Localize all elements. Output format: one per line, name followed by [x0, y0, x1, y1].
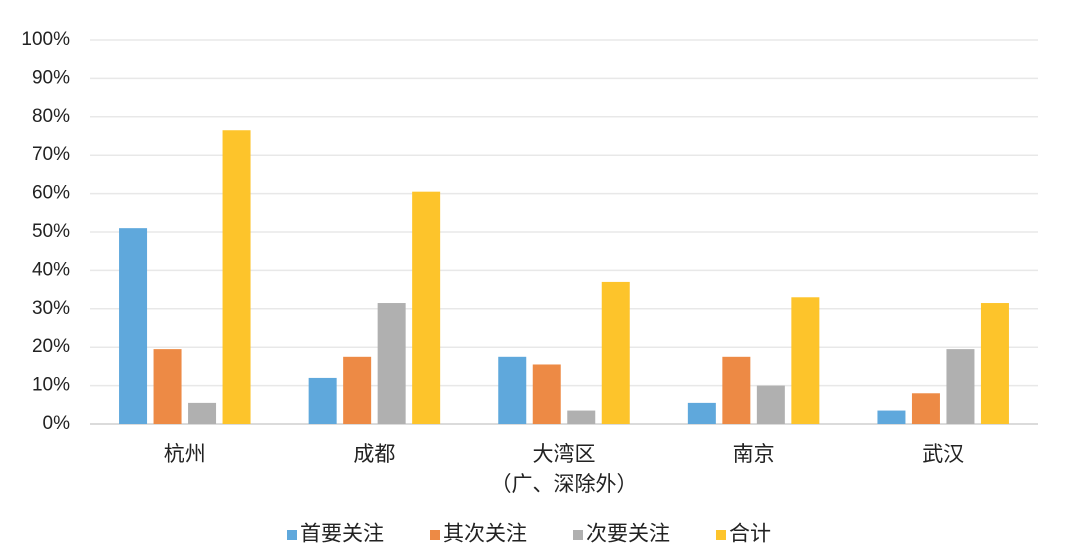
bar	[222, 130, 251, 425]
bar	[980, 303, 1009, 424]
x-tick-label: 武汉	[922, 443, 965, 466]
bar	[756, 385, 785, 424]
legend-swatch	[287, 530, 297, 540]
y-tick-label: 90%	[32, 67, 70, 88]
y-tick-label: 80%	[32, 106, 70, 127]
y-tick-label: 100%	[21, 29, 70, 50]
y-tick-label: 50%	[32, 221, 70, 242]
x-tick-label: 南京	[732, 443, 775, 466]
y-tick-label: 0%	[43, 413, 71, 434]
bar	[308, 377, 337, 424]
bar	[722, 356, 751, 424]
legend-swatch	[430, 530, 440, 540]
bar	[877, 410, 906, 424]
y-tick-label: 60%	[32, 183, 70, 204]
bar	[412, 191, 441, 424]
bar	[687, 402, 716, 424]
y-tick-label: 70%	[32, 144, 70, 165]
bar	[153, 349, 182, 424]
y-tick-label: 10%	[32, 375, 70, 396]
y-tick-label: 20%	[32, 336, 70, 357]
bar	[119, 228, 148, 424]
bar	[567, 410, 596, 424]
bar	[946, 349, 975, 424]
bar	[532, 364, 561, 424]
legend-label: 其次关注	[443, 523, 527, 546]
bar	[188, 402, 217, 424]
bar	[498, 356, 527, 424]
bar	[377, 303, 406, 424]
legend-label: 合计	[729, 523, 771, 546]
bar	[791, 297, 820, 424]
legend-label: 次要关注	[586, 523, 670, 546]
legend-label: 首要关注	[300, 523, 384, 546]
bar	[343, 356, 372, 424]
legend-swatch	[716, 530, 726, 540]
x-tick-label: 成都	[353, 443, 396, 466]
bar	[911, 393, 940, 424]
y-tick-label: 40%	[32, 259, 70, 280]
x-tick-label: 大湾区 （广、深除外）	[490, 443, 638, 496]
bar	[601, 281, 630, 424]
y-tick-label: 30%	[32, 298, 70, 319]
x-tick-label: 杭州	[163, 443, 206, 466]
legend-swatch	[573, 530, 583, 540]
